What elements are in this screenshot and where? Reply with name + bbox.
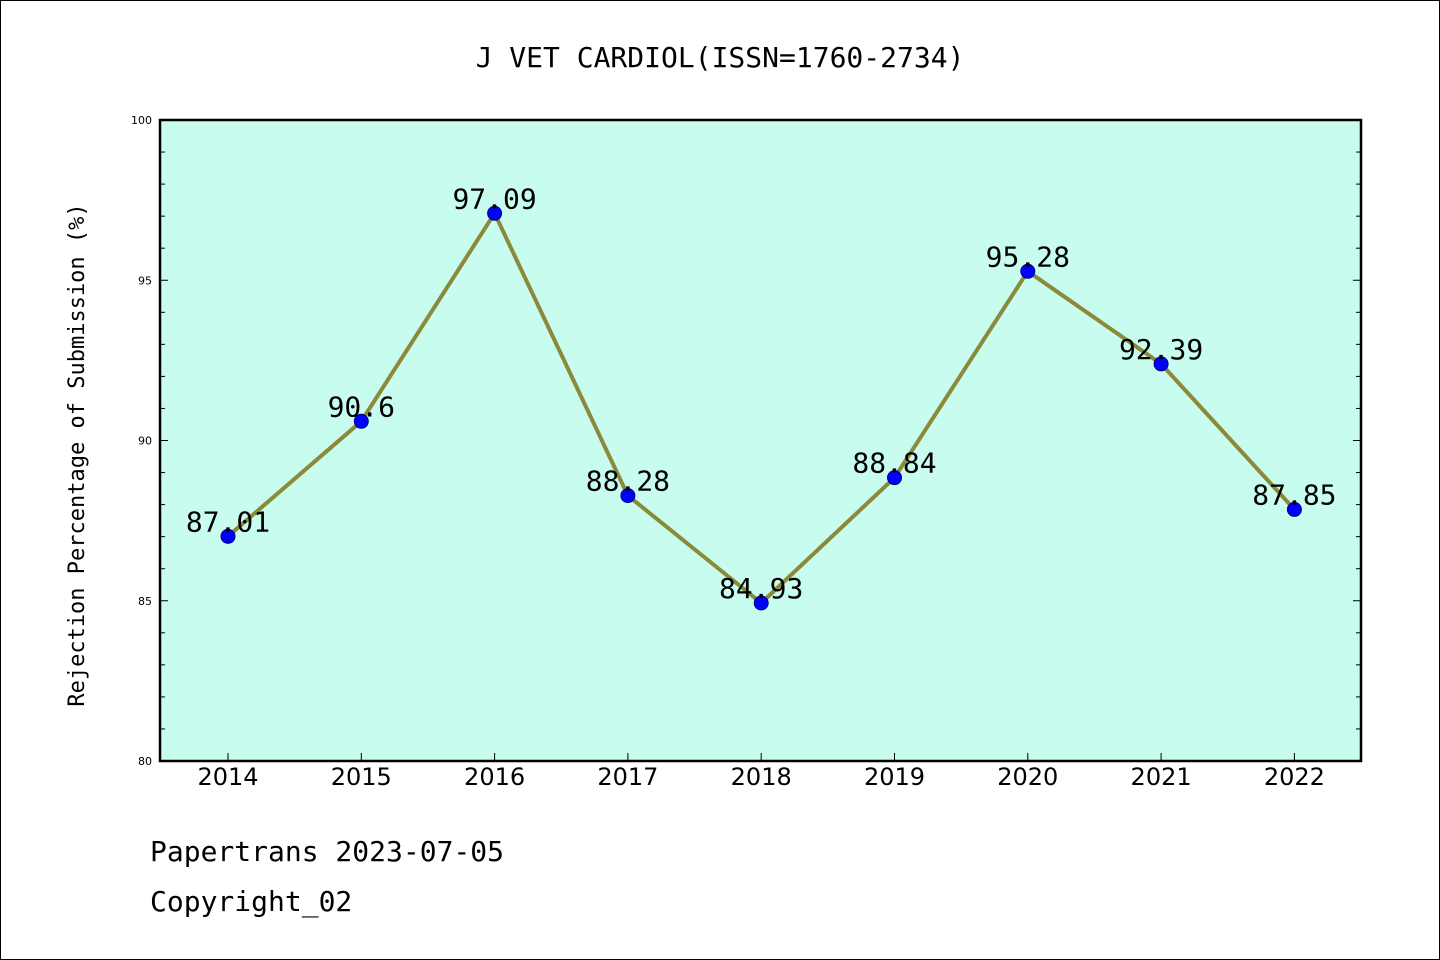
data-label: 92.39 [1119,333,1203,366]
x-tick-label: 2015 [331,763,392,791]
data-point [887,470,902,486]
y-tick-label: 85 [138,595,152,608]
data-markers [220,205,1302,611]
data-point [487,205,503,221]
y-tick-label: 90 [138,435,152,448]
data-point [753,595,769,611]
y-tick-label: 100 [131,114,152,127]
data-point [1286,501,1302,517]
data-label: 88.84 [852,447,936,480]
data-label: 97.09 [452,182,536,215]
data-label: 84.93 [719,572,803,605]
y-axis: 80 85 90 95 100 [131,114,1361,768]
x-tick-label: 2018 [731,763,792,791]
footer-date: Papertrans 2023-07-05 [150,835,505,868]
y-tick-label: 80 [138,755,152,768]
y-tick-label: 95 [138,274,152,287]
data-label: 88.28 [586,465,670,498]
data-label: 87.85 [1252,478,1336,511]
data-point [220,528,236,544]
data-point [1020,263,1036,279]
y-axis-label: Rejection Percentage of Submission (%) [65,203,90,706]
x-tick-label: 2016 [464,763,525,791]
data-label: 87.01 [186,505,270,538]
x-tick-label: 2022 [1264,763,1325,791]
x-tick-label: 2020 [997,763,1058,791]
data-label: 90.6 [328,390,395,423]
chart-title: J VET CARDIOL(ISSN=1760-2734) [476,41,965,74]
data-label: 95.28 [986,240,1070,273]
plot-area [158,118,1363,763]
footer-copyright: Copyright_02 [150,885,353,918]
data-point [620,488,636,504]
x-tick-label: 2017 [597,763,658,791]
x-tick-label: 2019 [864,763,925,791]
data-labels: 87.01 90.6 97.09 88.28 84.93 88.84 95.28 92.39 8… [186,182,1337,605]
data-point [1153,356,1169,372]
data-point [353,413,369,429]
x-tick-label: 2021 [1131,763,1192,791]
x-axis: 2014 2015 2016 2017 2018 2019 2020 2021 2022 [197,753,1325,791]
x-tick-label: 2014 [197,763,258,791]
